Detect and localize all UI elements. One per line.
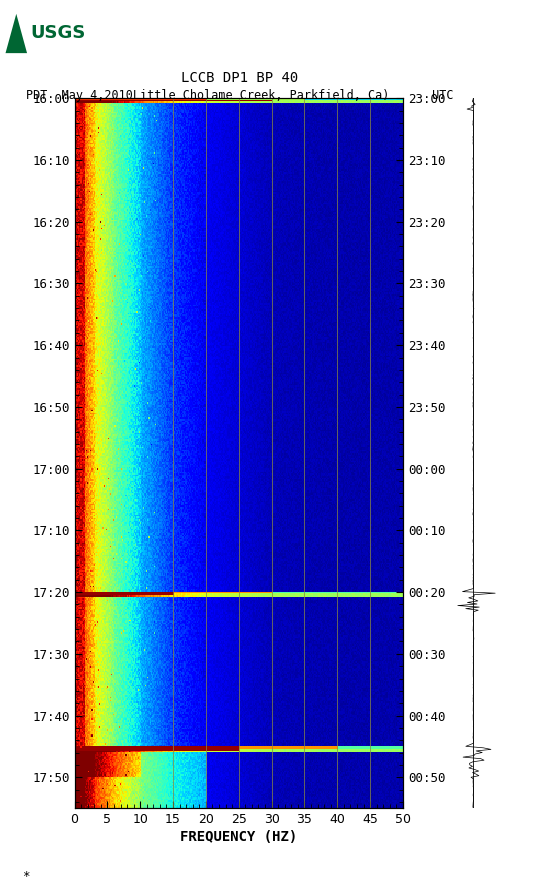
Text: PDT  May 4,2010Little Cholame Creek, Parkfield, Ca)      UTC: PDT May 4,2010Little Cholame Creek, Park…: [26, 89, 454, 103]
Text: *: *: [22, 870, 30, 882]
Text: USGS: USGS: [31, 24, 86, 43]
X-axis label: FREQUENCY (HZ): FREQUENCY (HZ): [180, 830, 298, 844]
Polygon shape: [6, 13, 27, 53]
Text: LCCB DP1 BP 40: LCCB DP1 BP 40: [182, 71, 299, 85]
